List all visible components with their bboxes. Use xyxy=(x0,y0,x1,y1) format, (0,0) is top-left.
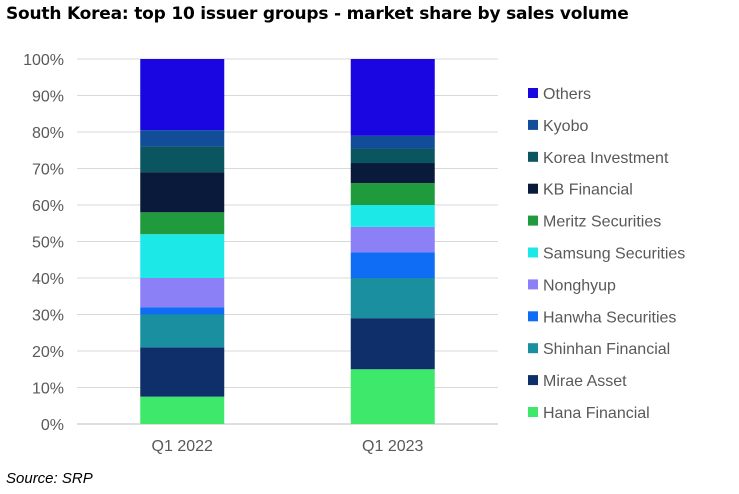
bar-segment xyxy=(140,146,225,173)
y-tick-label: 70% xyxy=(32,162,64,179)
legend-swatch xyxy=(528,375,538,386)
legend-label: KB Financial xyxy=(543,182,633,199)
bar-segment xyxy=(350,369,435,424)
legend-swatch xyxy=(528,151,538,162)
bar-segment xyxy=(140,396,225,424)
y-tick-label: 80% xyxy=(32,125,64,142)
bar-segment xyxy=(140,278,225,308)
x-tick-label: Q1 2023 xyxy=(362,438,423,455)
legend-swatch xyxy=(528,88,538,98)
x-axis-ticks: Q1 2022 Q1 2023 xyxy=(152,438,424,455)
bar-segment xyxy=(350,278,435,319)
y-axis-ticks: 0% 10% 20% 30% 40% 50% 60% 70% 80% 90% 100% xyxy=(23,52,64,434)
legend-label: Nonghyup xyxy=(543,277,616,294)
y-tick-label: 90% xyxy=(32,89,64,106)
bar-segment xyxy=(350,148,435,164)
bar-segment xyxy=(350,205,435,227)
legend-swatch xyxy=(528,407,538,417)
bar-segment xyxy=(140,307,225,315)
bar-segment xyxy=(350,59,435,136)
legend: Others Kyobo Korea Investment KB Financial M… xyxy=(528,86,685,422)
legend-swatch xyxy=(528,247,538,258)
legend-label: Hana Financial xyxy=(543,405,650,422)
y-tick-label: 0% xyxy=(41,417,64,434)
legend-swatch xyxy=(528,343,538,354)
y-tick-label: 100% xyxy=(23,52,64,69)
bar-segment xyxy=(350,318,435,370)
legend-swatch xyxy=(528,279,538,290)
bar-segment xyxy=(140,172,225,213)
bars xyxy=(140,59,435,424)
bar-segment xyxy=(140,314,225,348)
y-tick-label: 40% xyxy=(32,271,64,288)
bar-segment xyxy=(350,135,435,149)
bar-segment xyxy=(350,183,435,205)
y-tick-label: 20% xyxy=(32,344,64,361)
y-tick-label: 60% xyxy=(32,198,64,215)
legend-label: Kyobo xyxy=(543,118,588,135)
bar-segment xyxy=(140,130,225,147)
bar-segment xyxy=(140,234,225,278)
legend-label: Others xyxy=(543,86,591,103)
legend-label: Samsung Securities xyxy=(543,246,685,263)
legend-label: Meritz Securities xyxy=(543,214,661,231)
bar-segment xyxy=(140,347,225,397)
y-tick-label: 30% xyxy=(32,308,64,325)
gridlines xyxy=(77,58,498,425)
bar-segment xyxy=(350,163,435,184)
y-tick-label: 50% xyxy=(32,235,64,252)
legend-swatch xyxy=(528,215,538,226)
y-tick-label: 10% xyxy=(32,381,64,398)
x-tick-label: Q1 2022 xyxy=(152,438,213,455)
legend-label: Hanwha Securities xyxy=(543,309,676,326)
legend-swatch xyxy=(528,119,538,130)
bar-segment xyxy=(140,212,225,235)
bar-segment xyxy=(350,226,435,253)
bar-segment xyxy=(350,252,435,278)
chart-title: South Korea: top 10 issuer groups - mark… xyxy=(6,4,629,24)
legend-label: Mirae Asset xyxy=(543,373,627,390)
legend-swatch xyxy=(528,311,538,322)
bar-segment xyxy=(140,59,225,131)
legend-swatch xyxy=(528,183,538,194)
legend-label: Shinhan Financial xyxy=(543,341,670,358)
legend-label: Korea Investment xyxy=(543,150,669,167)
source-note: Source: SRP xyxy=(6,470,93,487)
